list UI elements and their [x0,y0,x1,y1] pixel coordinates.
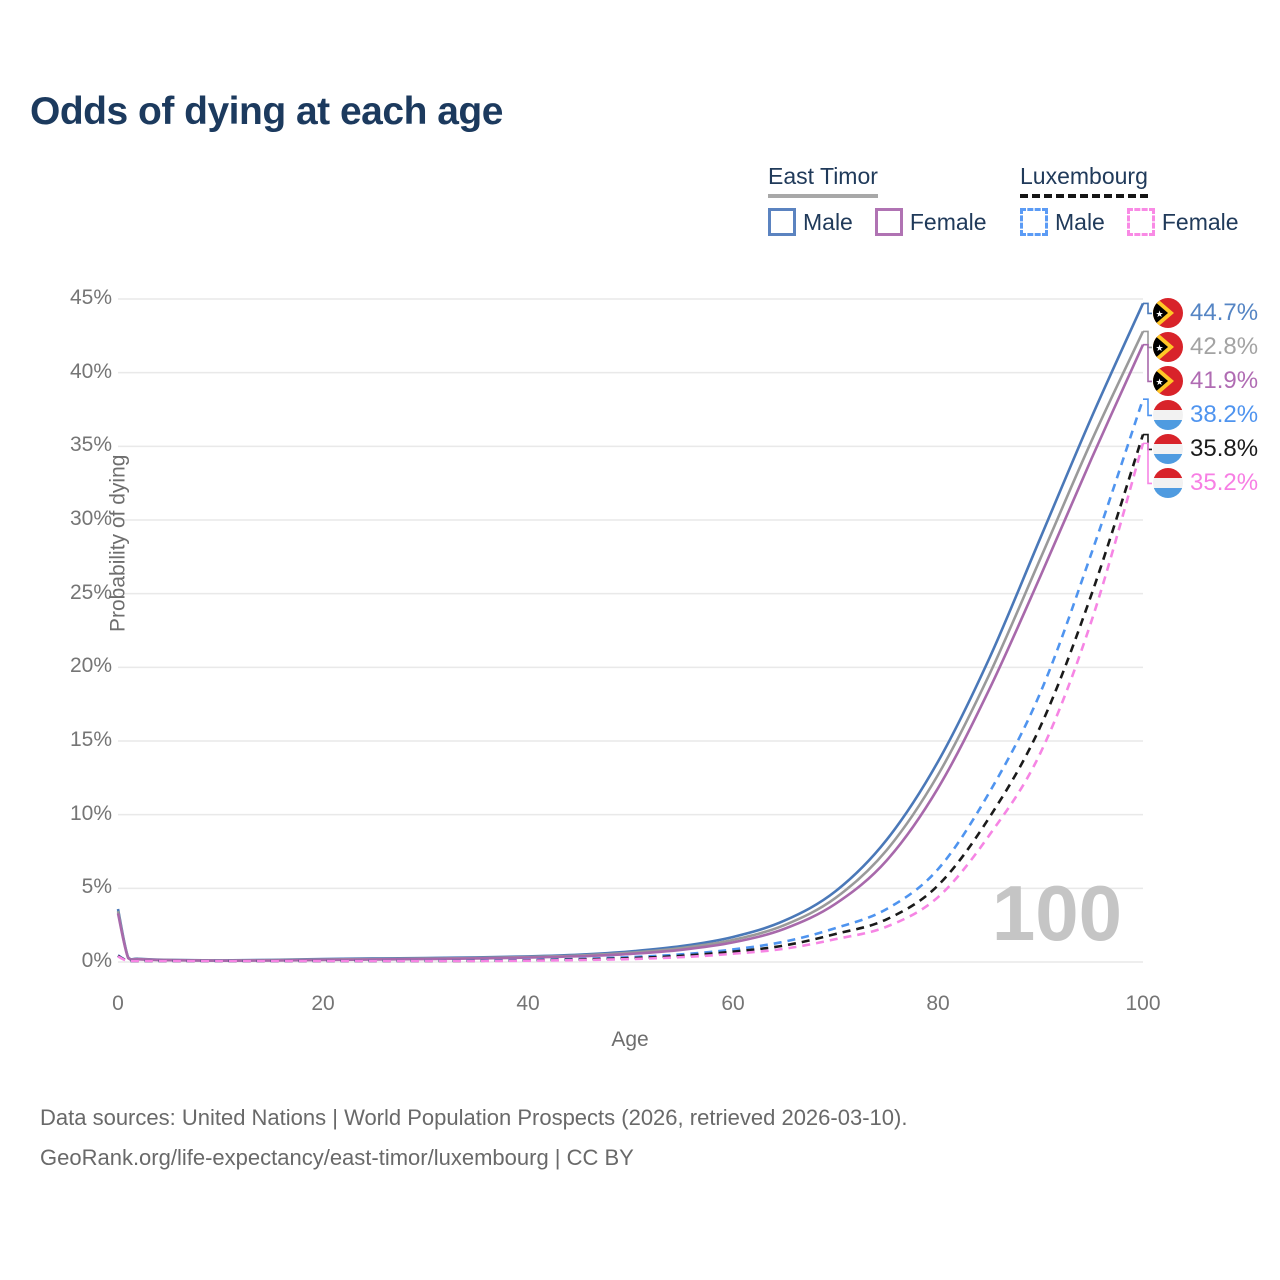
connector-east-timor-male [1143,302,1152,315]
y-tick-25%: 25% [69,580,112,604]
end-label-value-luxembourg-male: 38.2% [1190,401,1259,429]
legend-swatch-luxembourg-female [1126,208,1155,236]
connector-luxembourg-female [1143,442,1152,485]
east-timor-flag-icon: ★ [1153,298,1183,329]
legend-title-luxembourg: Luxembourg [1020,163,1148,198]
connector-east-timor-female [1143,343,1152,383]
legend-item-luxembourg-male: Male [1020,208,1105,236]
legend-swatch-east-timor-male [768,208,796,236]
luxembourg-flag-icon [1153,434,1183,465]
svg-text:★: ★ [1155,309,1163,319]
legend-group-east-timor: East Timor Male Female [768,163,987,236]
x-tick-60: 60 [721,992,745,1015]
luxembourg-flag-icon [1153,400,1183,431]
legend-swatch-east-timor-female [874,208,903,236]
x-tick-100: 100 [1125,992,1161,1015]
y-tick-10%: 10% [69,801,112,825]
y-tick-35%: 35% [69,433,112,457]
y-tick-20%: 20% [69,654,112,678]
east-timor-flag-icon: ★ [1153,332,1183,363]
legend-swatch-luxembourg-male [1020,208,1048,236]
x-tick-40: 40 [516,992,540,1015]
end-label-value-east-timor-female: 41.9% [1190,367,1259,395]
line-luxembourg-both-sexes [117,434,1145,963]
end-label-row-luxembourg-female: 35.2% [1153,467,1258,499]
y-tick-45%: 45% [69,286,112,309]
legend-label-luxembourg-male: Male [1055,208,1105,235]
end-label-row-east-timor-female: ★ 41.9% [1153,365,1258,397]
end-label-row-east-timor-male: ★ 44.7% [1153,297,1258,329]
y-tick-30%: 30% [69,507,112,530]
page-title: Odds of dying at each age [30,90,503,133]
line-east-timor-both-sexes [116,330,1145,962]
east-timor-flag-icon: ★ [1153,366,1183,397]
line-luxembourg-female [117,443,1145,963]
y-tick-5%: 5% [81,875,112,899]
end-label-row-luxembourg-both-sexes: 35.8% [1153,433,1258,465]
legend-label-east-timor-male: Male [803,208,853,235]
x-tick-20: 20 [311,992,335,1015]
footer-attribution: Data sources: United Nations | World Pop… [40,1098,907,1178]
legend-item-luxembourg-female: Female [1126,208,1239,236]
x-tick-80: 80 [926,992,950,1015]
legend-item-east-timor-male: Male [768,208,853,236]
svg-text:★: ★ [1155,343,1163,353]
end-label-value-east-timor-male: 44.7% [1190,299,1259,327]
svg-text:★: ★ [1155,377,1163,387]
end-label-value-luxembourg-female: 35.2% [1190,469,1259,497]
footer-url-line: GeoRank.org/life-expectancy/east-timor/l… [40,1145,634,1170]
luxembourg-flag-icon [1153,468,1183,499]
end-label-row-luxembourg-male: 38.2% [1153,399,1258,431]
y-axis-title: Probability of dying [106,454,130,632]
connector-luxembourg-both-sexes [1143,433,1152,451]
end-label-value-east-timor-both-sexes: 42.8% [1190,333,1259,361]
y-tick-40%: 40% [69,359,112,383]
legend-item-east-timor-female: Female [874,208,987,236]
line-east-timor-male [116,302,1145,962]
connector-luxembourg-male [1143,398,1152,417]
y-tick-0%: 0% [81,949,112,972]
legend-label-east-timor-female: Female [909,208,987,235]
x-axis-title: Age [611,1028,649,1051]
legend-label-luxembourg-female: Female [1161,208,1239,235]
end-label-value-luxembourg-both-sexes: 35.8% [1190,435,1259,463]
connector-east-timor-both-sexes [1143,330,1152,349]
end-label-row-east-timor-both-sexes: ★ 42.8% [1153,331,1258,363]
age-watermark: 100 [991,869,1122,957]
y-tick-15%: 15% [69,728,112,751]
line-east-timor-female [116,344,1145,962]
line-luxembourg-male [117,398,1145,963]
x-tick-0: 0 [112,992,124,1015]
legend-group-luxembourg: Luxembourg Male Female [1020,163,1239,236]
footer-sources-line: Data sources: United Nations | World Pop… [40,1105,908,1130]
legend-title-east-timor: East Timor [768,163,878,198]
